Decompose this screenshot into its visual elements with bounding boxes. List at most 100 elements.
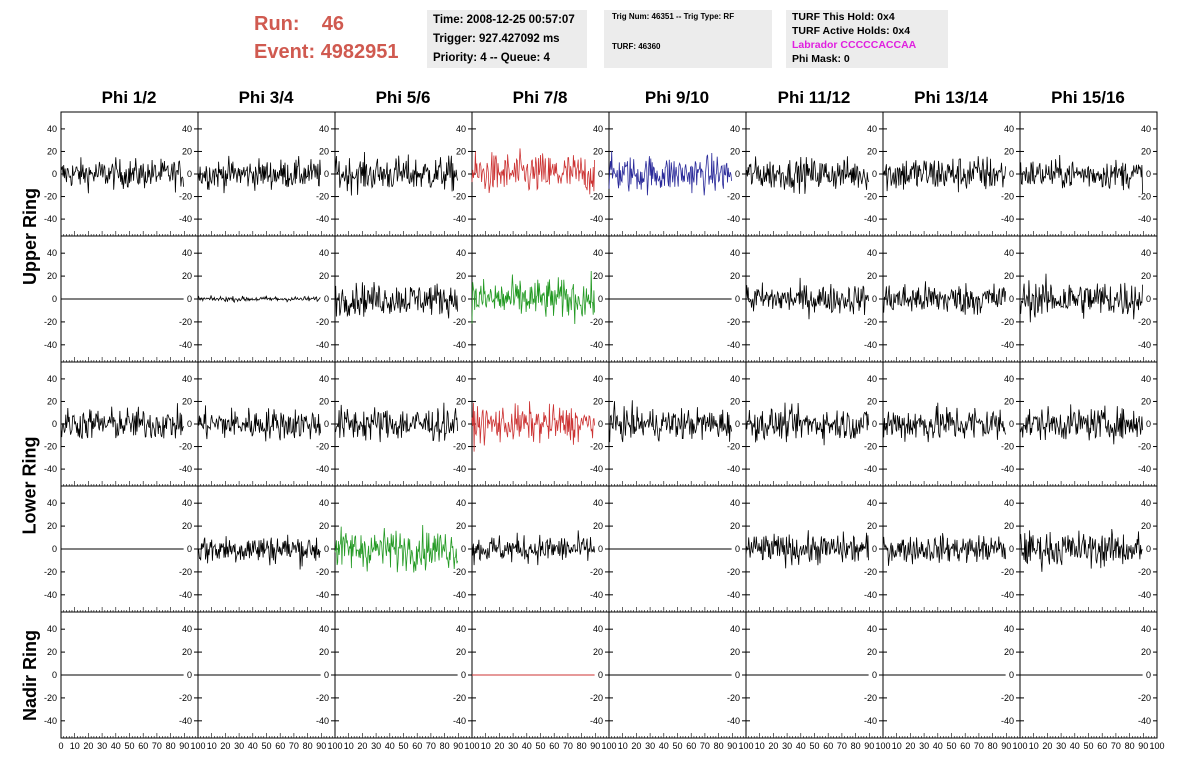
y-tick-label: 40 bbox=[1141, 124, 1151, 134]
y-tick-label: 20 bbox=[593, 396, 603, 406]
y-tick-label: -20 bbox=[44, 192, 57, 202]
waveform-line bbox=[197, 405, 321, 442]
y-tick-label: 0 bbox=[598, 169, 603, 179]
y-tick-label: 20 bbox=[730, 521, 740, 531]
y-tick-label: 40 bbox=[593, 248, 603, 258]
y-tick-label: 0 bbox=[1146, 294, 1151, 304]
y-tick-label: -40 bbox=[1001, 464, 1014, 474]
y-tick-label: -20 bbox=[1138, 192, 1151, 202]
x-tick-label: 70 bbox=[1111, 741, 1121, 751]
turf-this-hold: TURF This Hold: 0x4 bbox=[792, 11, 895, 23]
y-tick-label: 20 bbox=[1141, 396, 1151, 406]
y-tick-label: -40 bbox=[453, 716, 466, 726]
x-tick-label: 10 bbox=[70, 741, 80, 751]
y-tick-label: 20 bbox=[47, 146, 57, 156]
y-tick-label: -40 bbox=[727, 340, 740, 350]
y-tick-label: 0 bbox=[598, 419, 603, 429]
x-tick-label: 30 bbox=[234, 741, 244, 751]
y-tick-label: 40 bbox=[867, 124, 877, 134]
y-tick-label: -20 bbox=[44, 567, 57, 577]
y-tick-label: 0 bbox=[1009, 294, 1014, 304]
y-tick-label: 40 bbox=[456, 624, 466, 634]
x-tick-label: 80 bbox=[303, 741, 313, 751]
y-tick-label: -20 bbox=[590, 442, 603, 452]
y-tick-label: -40 bbox=[1138, 340, 1151, 350]
y-tick-label: 0 bbox=[324, 670, 329, 680]
y-tick-label: -20 bbox=[179, 317, 192, 327]
x-tick-label: 90 bbox=[864, 741, 874, 751]
y-tick-label: 0 bbox=[187, 419, 192, 429]
x-tick-label: 80 bbox=[166, 741, 176, 751]
y-tick-label: 20 bbox=[182, 271, 192, 281]
x-tick-label: 10 bbox=[481, 741, 491, 751]
x-tick-label: 10 bbox=[207, 741, 217, 751]
y-tick-label: 40 bbox=[1004, 624, 1014, 634]
x-tick-label: 60 bbox=[138, 741, 148, 751]
x-tick-label: 10 bbox=[344, 741, 354, 751]
y-tick-label: 40 bbox=[456, 374, 466, 384]
y-tick-label: 0 bbox=[872, 544, 877, 554]
x-tick-label: 100 bbox=[464, 741, 479, 751]
y-tick-label: 0 bbox=[187, 169, 192, 179]
y-tick-label: -20 bbox=[1138, 442, 1151, 452]
y-tick-label: -20 bbox=[1138, 567, 1151, 577]
waveform-line bbox=[334, 402, 458, 443]
x-tick-label: 40 bbox=[659, 741, 669, 751]
y-tick-label: -40 bbox=[44, 214, 57, 224]
y-tick-label: 20 bbox=[730, 396, 740, 406]
y-tick-label: -40 bbox=[453, 340, 466, 350]
y-tick-label: -20 bbox=[453, 317, 466, 327]
y-tick-label: 20 bbox=[867, 146, 877, 156]
waveform-line bbox=[1019, 404, 1143, 445]
y-tick-label: 20 bbox=[1141, 271, 1151, 281]
y-tick-label: -40 bbox=[1001, 340, 1014, 350]
y-tick-label: -40 bbox=[590, 214, 603, 224]
waveform-line bbox=[60, 157, 184, 194]
x-tick-label: 50 bbox=[809, 741, 819, 751]
y-tick-label: -20 bbox=[316, 442, 329, 452]
y-tick-label: 40 bbox=[1004, 374, 1014, 384]
y-tick-label: 20 bbox=[867, 521, 877, 531]
x-tick-label: 100 bbox=[1149, 741, 1164, 751]
waveform-line bbox=[471, 401, 595, 452]
y-tick-label: 0 bbox=[187, 670, 192, 680]
y-tick-label: -40 bbox=[316, 590, 329, 600]
y-tick-label: 0 bbox=[52, 419, 57, 429]
x-tick-label: 10 bbox=[618, 741, 628, 751]
y-tick-label: -20 bbox=[44, 442, 57, 452]
y-tick-label: -40 bbox=[453, 464, 466, 474]
y-tick-label: 40 bbox=[47, 624, 57, 634]
waveform-line bbox=[1019, 154, 1143, 194]
x-tick-label: 40 bbox=[522, 741, 532, 751]
y-tick-label: -20 bbox=[44, 317, 57, 327]
x-tick-label: 90 bbox=[1138, 741, 1148, 751]
y-tick-label: 40 bbox=[1141, 498, 1151, 508]
x-tick-label: 80 bbox=[1125, 741, 1135, 751]
y-tick-label: 0 bbox=[461, 670, 466, 680]
x-tick-label: 30 bbox=[919, 741, 929, 751]
y-tick-label: 20 bbox=[1004, 521, 1014, 531]
y-tick-label: -20 bbox=[1138, 693, 1151, 703]
y-tick-label: 40 bbox=[319, 624, 329, 634]
y-tick-label: 0 bbox=[872, 294, 877, 304]
x-tick-label: 60 bbox=[686, 741, 696, 751]
y-tick-label: 20 bbox=[1004, 146, 1014, 156]
x-tick-label: 80 bbox=[440, 741, 450, 751]
y-tick-label: 0 bbox=[52, 544, 57, 554]
event-value: 4982951 bbox=[320, 41, 399, 63]
y-tick-label: -20 bbox=[590, 317, 603, 327]
x-tick-label: 50 bbox=[261, 741, 271, 751]
y-tick-label: 40 bbox=[593, 624, 603, 634]
x-tick-label: 40 bbox=[385, 741, 395, 751]
y-tick-label: 20 bbox=[319, 396, 329, 406]
x-tick-label: 60 bbox=[412, 741, 422, 751]
y-tick-label: -40 bbox=[316, 716, 329, 726]
y-tick-label: -40 bbox=[590, 590, 603, 600]
y-tick-label: 0 bbox=[52, 670, 57, 680]
y-tick-label: -40 bbox=[44, 716, 57, 726]
y-tick-label: -40 bbox=[1001, 590, 1014, 600]
y-tick-label: 0 bbox=[1146, 670, 1151, 680]
y-tick-label: 0 bbox=[598, 670, 603, 680]
y-tick-label: 0 bbox=[872, 670, 877, 680]
y-tick-label: -40 bbox=[727, 716, 740, 726]
